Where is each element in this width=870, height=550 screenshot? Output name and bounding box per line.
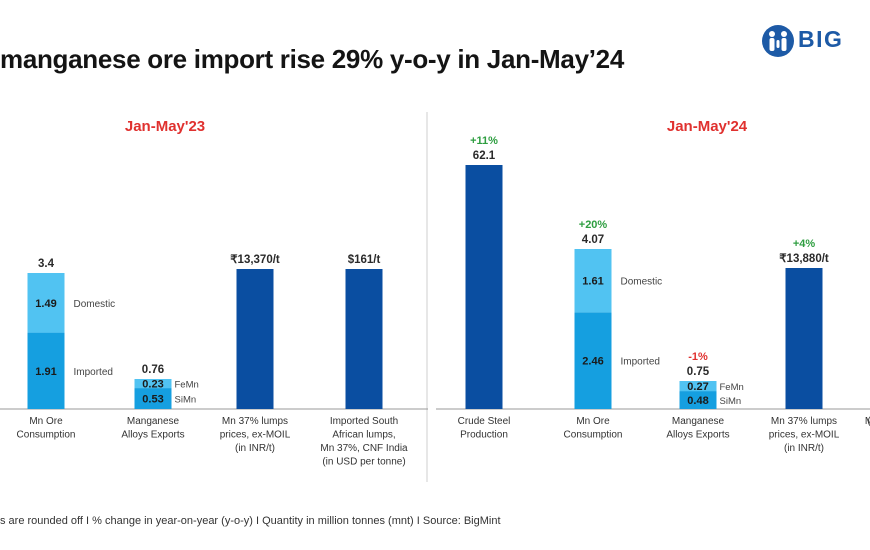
total-value-label: 0.75 [687,366,710,378]
panel-title-1: Jan-May'23 [125,118,205,135]
bar [236,269,274,409]
page-title: manganese ore import rise 29% y-o-y in J… [0,44,624,74]
total-value-label: 62.1 [473,150,496,162]
bar-segment [27,273,65,333]
panel-title-2: Jan-May'24 [667,118,748,135]
segment-name-label: Imported [74,367,113,378]
logo-people-icon [762,25,794,57]
segment-name-label: FeMn [720,382,744,393]
segment-value-label: 1.49 [35,298,56,310]
segment-name-label: Imported [621,357,660,368]
yoy-change-label: -1% [688,351,708,363]
total-value-label: 4.07 [582,234,604,246]
segment-value-label: 0.48 [687,395,708,407]
category-label: M [865,416,870,427]
segment-value-label: 1.61 [582,276,603,288]
bar-segment [27,332,65,409]
bar [345,269,383,409]
category-label: ( [867,416,870,427]
category-label: Crude Steel Production [458,416,511,441]
category-label: Mn 37% lumps prices, ex-MOIL (in INR/t) [220,416,291,454]
segment-value-label: 0.27 [687,381,708,393]
total-value-label: 0.76 [142,364,164,376]
category-label: Mn 37% lumps prices, ex-MOIL (in INR/t) [769,416,840,454]
yoy-change-label: +4% [793,238,816,250]
segment-value-label: 1.91 [35,366,56,378]
footnote: s are rounded off I % change in year-on-… [0,515,501,527]
total-value-label: 3.4 [38,258,55,270]
segment-name-label: FeMn [175,380,199,391]
segment-value-label: 0.23 [142,379,163,391]
bar [465,165,503,409]
segment-name-label: Domestic [74,299,116,310]
yoy-change-label: +20% [579,219,608,231]
total-value-label: $161/t [348,254,381,266]
segment-value-label: 2.46 [582,356,603,368]
segment-value-label: 0.53 [142,394,163,406]
category-label: Mn Ore Consumption [564,416,623,441]
yoy-change-label: +11% [470,135,498,147]
bigmint-logo: BIG [760,20,870,60]
segment-name-label: SiMn [720,396,742,407]
bar-segment [574,312,612,409]
logo-text: BIG [798,26,844,52]
total-value-label: ₹13,880/t [779,253,829,265]
total-value-label: ₹13,370/t [230,254,280,266]
bar-segment [679,391,717,409]
segment-name-label: SiMn [175,395,197,406]
bar [785,268,823,409]
bar-segment [134,379,172,389]
bar-segment [679,381,717,392]
bar-segment [134,388,172,409]
segment-name-label: Domestic [621,277,663,288]
category-label: Manganese Alloys Exports [666,416,729,441]
category-label: Imported South African lumps, Mn 37%, CNF … [320,416,408,468]
bar-segment [574,249,612,313]
category-label: Manganese Alloys Exports [121,416,184,441]
category-label: Mn Ore Consumption [17,416,76,441]
